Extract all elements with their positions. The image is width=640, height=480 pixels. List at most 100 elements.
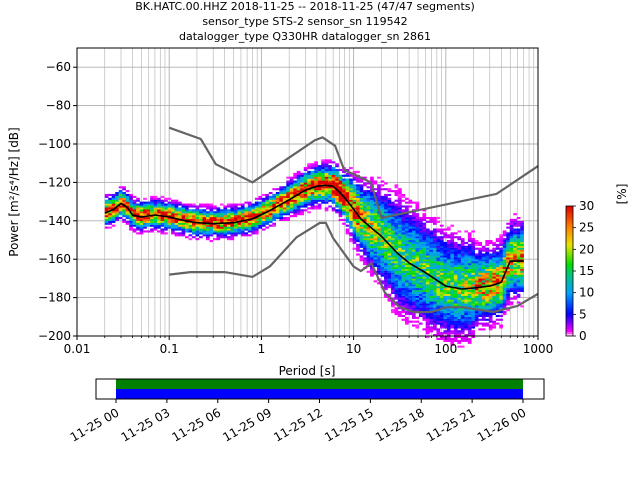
heatmap-cell [411,268,416,271]
heatmap-cell [453,255,458,258]
heatmap-cell [293,174,297,177]
heatmap-cell [282,203,287,206]
plot-frame [76,47,539,337]
heatmap-cell [411,299,416,302]
heatmap-cell [261,209,266,212]
heatmap-cell [345,230,350,233]
heatmap-cell [453,232,458,235]
heatmap-cell [178,203,182,206]
heatmap-cell [398,282,402,285]
heatmap-cell [520,270,524,273]
heatmap-cell [499,276,503,279]
heatmap-cell [394,245,399,248]
heatmap-cell [513,232,517,235]
heatmap-cell [457,261,462,264]
heatmap-cell [485,282,490,285]
heatmap-cell [408,249,413,252]
heatmap-cell [387,241,392,245]
heatmap-cell [384,259,388,262]
heatmap-cell [499,249,503,252]
heatmap-cell [387,193,392,197]
heatmap-cell [160,209,165,212]
heatmap-cell [429,318,434,321]
heatmap-cell [422,228,427,231]
heatmap-cell [363,232,367,235]
heatmap-cell [516,251,521,254]
heatmap-cell [192,218,196,221]
heatmap-cell [432,216,437,220]
heatmap-cell [453,253,458,256]
heatmap-cell [446,295,451,298]
heatmap-cell [160,207,165,210]
heatmap-cell [439,309,444,312]
heatmap-cell [411,232,416,235]
heatmap-cell [488,288,493,291]
heatmap-cell [453,336,458,339]
heatmap-cell [178,232,182,235]
heatmap-cell [384,236,388,239]
heatmap-cell [485,261,490,264]
heatmap-cell [478,312,483,316]
heatmap-cell [391,203,395,206]
heatmap-cell [471,284,476,287]
heatmap-cell [446,297,451,300]
colorbar-tick-label: 30 [579,199,594,213]
heatmap-cell [464,284,469,287]
heatmap-cell [366,240,371,243]
heatmap-cell [471,263,476,266]
heatmap-cell [471,286,476,289]
heatmap-cell [471,297,476,300]
heatmap-cell [289,207,294,210]
colorbar-segment [566,242,573,246]
heatmap-cell [464,272,469,275]
heatmap-cell [286,182,290,185]
heatmap-cell [471,266,476,269]
heatmap-cell [342,170,346,173]
colorbar-segment [566,266,573,270]
heatmap-cell [411,266,416,269]
heatmap-cell [439,261,444,264]
heatmap-cell [415,205,420,208]
heatmap-cell [324,172,329,175]
heatmap-cell [282,207,287,210]
heatmap-cell [520,240,524,243]
heatmap-cell [275,209,280,212]
heatmap-cell [247,207,252,210]
heatmap-cell [488,293,493,296]
heatmap-cell [129,195,133,198]
heatmap-cell [167,218,172,221]
heatmap-cell [478,257,483,260]
heatmap-cell [432,276,437,279]
heatmap-cell [492,322,496,325]
heatmap-cell [411,303,416,306]
colorbar-segment [566,305,573,309]
heatmap-cell [209,226,214,229]
heatmap-cell [408,297,413,300]
heatmap-cell [377,226,381,229]
heatmap-cell [223,224,228,227]
heatmap-cell [432,270,437,273]
heatmap-cell [485,249,490,252]
heatmap-cell [391,272,395,275]
heatmap-cell [122,207,126,210]
heatmap-cell [450,289,455,293]
heatmap-cell [422,218,427,221]
heatmap-cell [286,218,290,221]
heatmap-cell [387,224,392,227]
heatmap-cell [443,336,448,339]
heatmap-cell [310,163,315,166]
heatmap-cell [429,309,434,312]
heatmap-cell [436,295,441,298]
heatmap-cell [481,278,486,281]
heatmap-cell [387,280,392,283]
heatmap-cell [516,293,521,296]
heatmap-cell [516,288,521,291]
heatmap-cell [474,303,479,306]
heatmap-cell [467,322,472,325]
heatmap-cell [237,228,242,231]
heatmap-cell [125,205,130,208]
heatmap-cell [443,282,448,285]
heatmap-cell [453,276,458,279]
heatmap-cell [209,213,214,216]
heatmap-cell [443,272,448,275]
